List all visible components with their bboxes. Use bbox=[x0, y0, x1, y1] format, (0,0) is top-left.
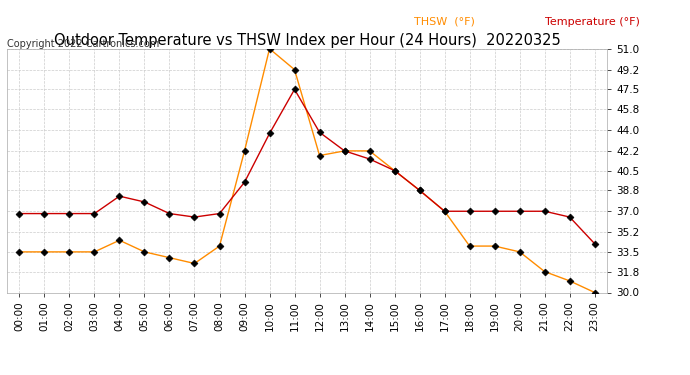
Text: Copyright 2022 Cartronics.com: Copyright 2022 Cartronics.com bbox=[7, 39, 159, 50]
Text: THSW  (°F): THSW (°F) bbox=[414, 17, 475, 27]
Text: Temperature (°F): Temperature (°F) bbox=[545, 17, 640, 27]
Title: Outdoor Temperature vs THSW Index per Hour (24 Hours)  20220325: Outdoor Temperature vs THSW Index per Ho… bbox=[54, 33, 560, 48]
